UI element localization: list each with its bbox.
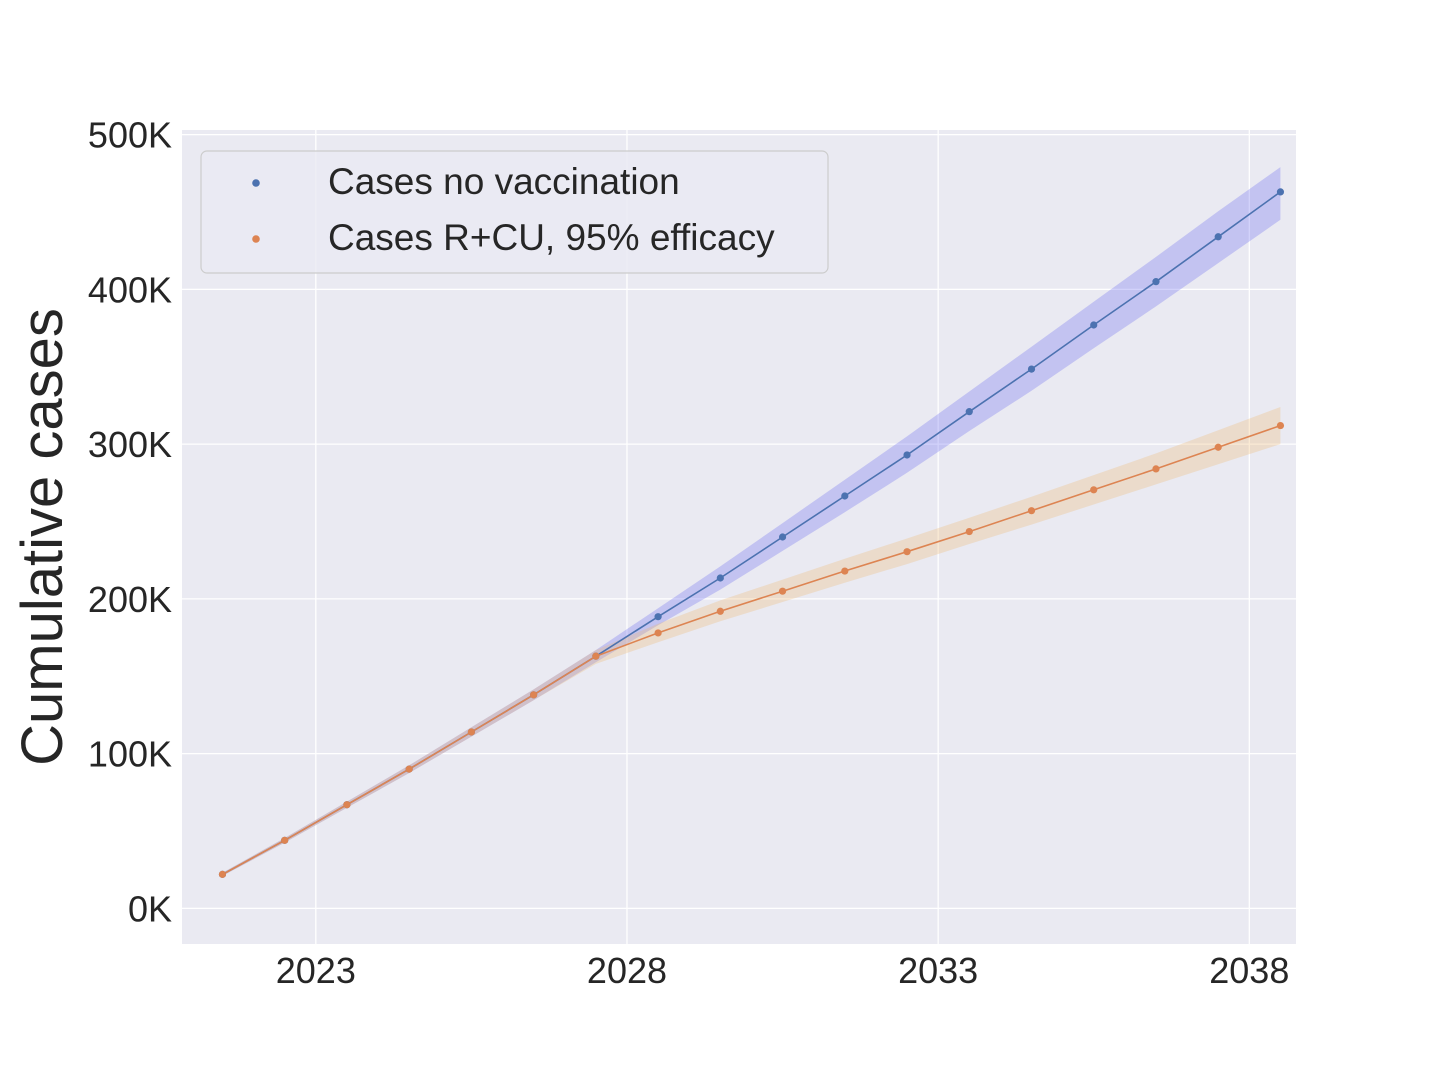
y-tick-label: 400K xyxy=(88,269,172,310)
data-point-rcu-95-efficacy xyxy=(218,870,227,878)
data-point-no-vaccination xyxy=(1276,188,1285,196)
data-point-no-vaccination xyxy=(1152,278,1160,286)
data-point-no-vaccination xyxy=(965,408,973,416)
y-tick-label: 200K xyxy=(88,579,172,620)
y-axis-title: Cumulative cases xyxy=(10,308,75,766)
series-points xyxy=(218,188,1285,878)
legend: Cases no vaccination Cases R+CU, 95% eff… xyxy=(200,150,829,274)
legend-box xyxy=(200,150,829,274)
data-point-rcu-95-efficacy xyxy=(281,836,289,844)
legend-marker-no-vaccination xyxy=(252,179,260,187)
series-lines xyxy=(222,191,1281,876)
data-point-no-vaccination xyxy=(716,574,724,582)
data-point-rcu-95-efficacy xyxy=(716,607,724,615)
data-point-no-vaccination xyxy=(1214,233,1222,241)
confidence-band-rcu-95-efficacy xyxy=(222,407,1281,876)
data-point-rcu-95-efficacy xyxy=(592,652,600,660)
x-tick-label: 2038 xyxy=(1209,950,1289,991)
y-tick-label: 0K xyxy=(128,888,172,929)
legend-label-rcu-95-efficacy: Cases R+CU, 95% efficacy xyxy=(328,217,775,258)
y-tick-label: 300K xyxy=(88,424,172,465)
y-tick-label: 500K xyxy=(88,115,172,156)
data-point-rcu-95-efficacy xyxy=(1276,421,1285,430)
x-tick-label: 2023 xyxy=(276,950,356,991)
data-point-rcu-95-efficacy xyxy=(1090,486,1098,494)
y-tick-labels: 0K 100K 200K 300K 400K 500K xyxy=(88,115,172,930)
confidence-bands xyxy=(222,167,1281,876)
data-point-rcu-95-efficacy xyxy=(965,527,973,536)
data-point-rcu-95-efficacy xyxy=(841,567,849,575)
data-point-rcu-95-efficacy xyxy=(903,548,911,556)
legend-marker-rcu-95-efficacy xyxy=(252,235,260,243)
x-tick-label: 2028 xyxy=(587,950,667,991)
data-point-rcu-95-efficacy xyxy=(405,765,413,773)
series-line-rcu-95-efficacy xyxy=(222,424,1281,876)
data-point-rcu-95-efficacy xyxy=(530,691,538,699)
y-tick-label: 100K xyxy=(88,734,172,775)
x-tick-labels: 2023 2028 2033 2038 xyxy=(276,950,1290,991)
data-point-no-vaccination xyxy=(1090,321,1098,329)
data-point-rcu-95-efficacy xyxy=(778,587,787,595)
data-point-no-vaccination xyxy=(654,613,662,621)
grid-lines xyxy=(182,130,1296,944)
legend-label-no-vaccination: Cases no vaccination xyxy=(328,161,680,202)
data-point-no-vaccination xyxy=(1027,365,1036,373)
data-point-rcu-95-efficacy xyxy=(343,801,351,809)
data-point-rcu-95-efficacy xyxy=(467,728,475,736)
data-point-rcu-95-efficacy xyxy=(1152,465,1160,473)
data-point-rcu-95-efficacy xyxy=(1027,507,1036,515)
data-point-rcu-95-efficacy xyxy=(654,629,662,637)
data-point-rcu-95-efficacy xyxy=(1214,443,1222,451)
x-tick-label: 2033 xyxy=(898,950,978,991)
data-point-no-vaccination xyxy=(903,451,911,459)
data-point-no-vaccination xyxy=(778,533,787,541)
data-point-no-vaccination xyxy=(841,492,849,500)
